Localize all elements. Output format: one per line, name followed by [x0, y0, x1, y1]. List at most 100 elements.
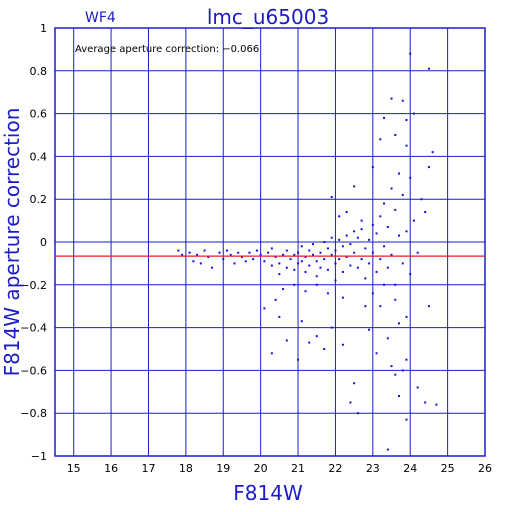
data-point	[330, 196, 333, 199]
data-point	[405, 418, 408, 421]
data-point	[319, 251, 322, 254]
x-tick-label: 15	[67, 462, 81, 475]
data-point	[300, 320, 303, 323]
data-point	[211, 266, 214, 269]
data-point	[390, 365, 393, 368]
data-point	[427, 305, 430, 308]
data-point	[181, 253, 184, 256]
data-point	[315, 260, 318, 263]
data-point	[192, 260, 195, 263]
data-point	[334, 279, 337, 282]
data-point	[349, 264, 352, 267]
data-point	[394, 373, 397, 376]
data-point	[248, 251, 251, 254]
data-point	[383, 116, 386, 119]
data-point	[312, 243, 314, 246]
data-point	[285, 266, 288, 269]
data-point	[278, 273, 281, 276]
data-point	[218, 251, 221, 254]
data-point	[416, 386, 419, 389]
y-tick-label: −0.4	[20, 322, 47, 335]
data-point	[364, 305, 367, 308]
data-point	[300, 245, 303, 248]
data-point	[315, 275, 318, 278]
y-tick-label: 0	[40, 236, 47, 249]
data-point	[297, 358, 300, 361]
data-point	[312, 253, 314, 256]
data-point	[398, 395, 400, 398]
chart-title: lmc_u65003	[207, 5, 329, 29]
data-point	[364, 247, 367, 250]
data-point	[390, 187, 393, 190]
data-point	[345, 255, 348, 258]
x-tick-label: 22	[328, 462, 342, 475]
data-point	[285, 249, 288, 252]
data-point	[360, 258, 363, 261]
x-tick-label: 23	[366, 462, 380, 475]
data-point	[274, 255, 277, 258]
data-point	[405, 230, 408, 233]
y-tick-label: 0.2	[30, 193, 48, 206]
data-point	[405, 358, 408, 361]
data-point	[412, 219, 415, 222]
x-tick-label: 21	[291, 462, 305, 475]
data-point	[368, 262, 371, 265]
data-point	[323, 241, 326, 243]
data-point	[319, 266, 322, 269]
data-point	[386, 266, 389, 269]
y-tick-labels: 1 0.8 0.6 0.4 0.2 0 −0.2 −0.4 −0.6 −0.8 −1	[20, 22, 47, 463]
data-point	[394, 134, 397, 136]
y-axis-label: F814W aperture correction	[0, 108, 24, 377]
x-tick-label: 26	[478, 462, 492, 475]
x-tick-label: 24	[403, 462, 417, 475]
data-point	[379, 305, 382, 308]
data-point	[293, 253, 296, 256]
x-tick-label: 19	[216, 462, 230, 475]
data-point	[383, 202, 386, 205]
corner-label: WF4	[85, 10, 116, 26]
data-point	[394, 283, 397, 286]
data-point	[308, 341, 311, 344]
x-tick-label: 20	[254, 462, 268, 475]
data-point	[229, 253, 232, 256]
data-point	[412, 112, 415, 115]
data-point	[203, 249, 206, 252]
data-point	[405, 144, 408, 147]
data-point	[226, 249, 228, 252]
data-point	[386, 226, 389, 229]
data-point	[252, 258, 255, 261]
data-point	[282, 253, 285, 256]
data-point	[356, 236, 359, 239]
data-point	[267, 251, 270, 254]
data-point	[383, 245, 386, 248]
data-point	[345, 211, 348, 214]
data-point	[401, 99, 404, 102]
data-point	[405, 315, 408, 318]
data-point	[334, 262, 337, 265]
data-point	[401, 262, 404, 265]
data-point	[401, 193, 404, 196]
data-point	[293, 283, 296, 286]
data-point	[398, 322, 400, 325]
data-point	[349, 401, 352, 404]
data-point	[240, 255, 243, 258]
data-point	[338, 215, 341, 218]
data-point	[278, 315, 281, 318]
data-point	[330, 253, 333, 256]
data-point	[308, 264, 311, 267]
data-point	[371, 223, 374, 226]
data-point	[338, 238, 341, 241]
data-point	[207, 255, 210, 258]
data-point	[341, 343, 344, 346]
data-point	[416, 251, 419, 254]
data-point	[353, 185, 356, 188]
data-point	[379, 258, 382, 261]
data-point	[274, 298, 277, 301]
data-point	[222, 258, 225, 261]
data-point	[371, 166, 374, 169]
data-point	[304, 255, 307, 258]
average-annotation: Average aperture correction: −0.066	[75, 44, 259, 55]
data-point	[371, 292, 374, 295]
data-point	[188, 251, 191, 254]
